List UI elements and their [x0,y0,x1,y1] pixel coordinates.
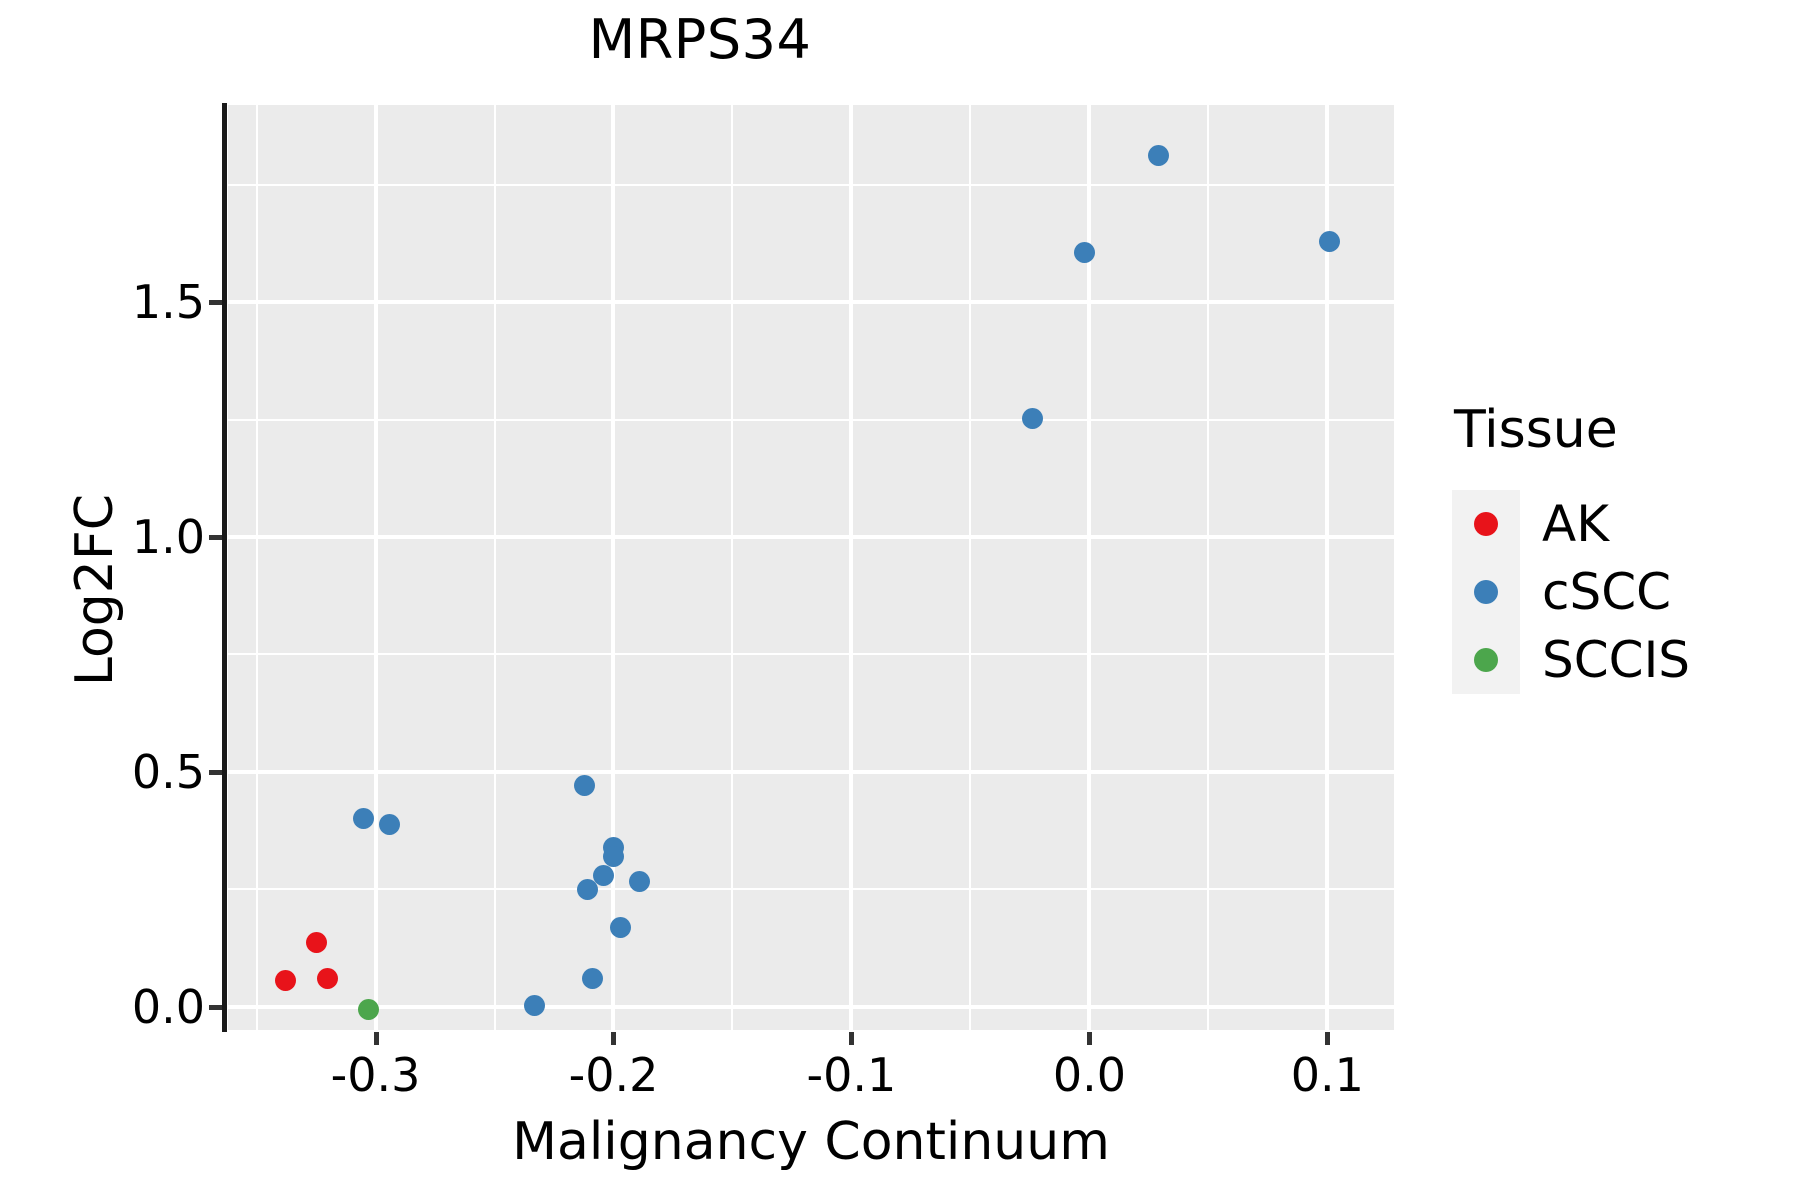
data-point [524,994,546,1016]
data-point [1147,145,1169,167]
y-tick [209,1004,222,1010]
x-tick-label: -0.3 [330,1048,421,1102]
gridline [1325,105,1330,1030]
gridline [228,183,1394,186]
y-tick [209,534,222,540]
page-title: MRPS34 [588,8,812,71]
data-point [1074,241,1096,263]
legend-item[interactable]: AK [1452,490,1782,558]
gridline [731,105,734,1030]
gridline [228,1004,1394,1009]
legend-item[interactable]: cSCC [1452,558,1782,626]
legend-dot-icon [1474,580,1498,604]
x-tick [849,1032,855,1045]
x-tick-label: 0.1 [1290,1048,1364,1102]
legend-dot-icon [1474,512,1498,536]
x-tick [1325,1032,1331,1045]
x-tick-label: -0.2 [568,1048,659,1102]
legend-dot-icon [1474,648,1498,672]
legend-key-swatch [1452,490,1520,558]
legend-item-label: SCCIS [1542,631,1691,689]
gridline [373,105,378,1030]
gridline [611,105,616,1030]
legend-item-label: cSCC [1542,563,1672,621]
data-point [317,967,339,989]
legend-item[interactable]: SCCIS [1452,626,1782,694]
legend-key-swatch [1452,626,1520,694]
legend: Tissue AK cSCC SCCIS [1452,404,1782,694]
data-point [353,807,375,829]
data-point [581,968,603,990]
data-point [1319,231,1341,253]
y-tick-label: 1.5 [131,275,205,330]
gridline [493,105,496,1030]
legend-title: Tissue [1454,400,1618,460]
gridline [228,888,1394,891]
data-point [629,871,651,893]
legend-key-swatch [1452,558,1520,626]
x-tick [611,1032,617,1045]
gridline [1207,105,1210,1030]
data-point [602,845,624,867]
data-point [1021,407,1043,429]
y-axis-line [222,103,227,1032]
gridline [849,105,854,1030]
gridline [228,418,1394,421]
y-tick-label: 1.0 [131,509,205,564]
data-point [379,814,401,836]
data-point [593,865,615,887]
data-point [610,916,632,938]
data-point [274,970,296,992]
legend-items: AK cSCC SCCIS [1452,490,1782,694]
y-tick-label: 0.5 [131,744,205,799]
x-tick-label: -0.1 [806,1048,897,1102]
x-tick [1087,1032,1093,1045]
data-point [357,998,379,1020]
gridline [228,534,1394,539]
gridline [228,653,1394,656]
x-axis-title: Malignancy Continuum [512,1112,1110,1172]
plot-panel [228,105,1394,1030]
gridline [228,300,1394,305]
x-tick-label: 0.0 [1052,1048,1126,1102]
gridline [1087,105,1092,1030]
data-point [574,775,596,797]
gridline [255,105,258,1030]
gridline [969,105,972,1030]
data-point [576,879,598,901]
y-axis-title: Log2FC [65,493,125,687]
y-tick-label: 0.0 [131,979,205,1034]
y-tick [209,300,222,306]
legend-item-label: AK [1542,495,1609,553]
y-tick [209,769,222,775]
gridline [228,769,1394,774]
x-tick [373,1032,379,1045]
data-point [305,931,327,953]
